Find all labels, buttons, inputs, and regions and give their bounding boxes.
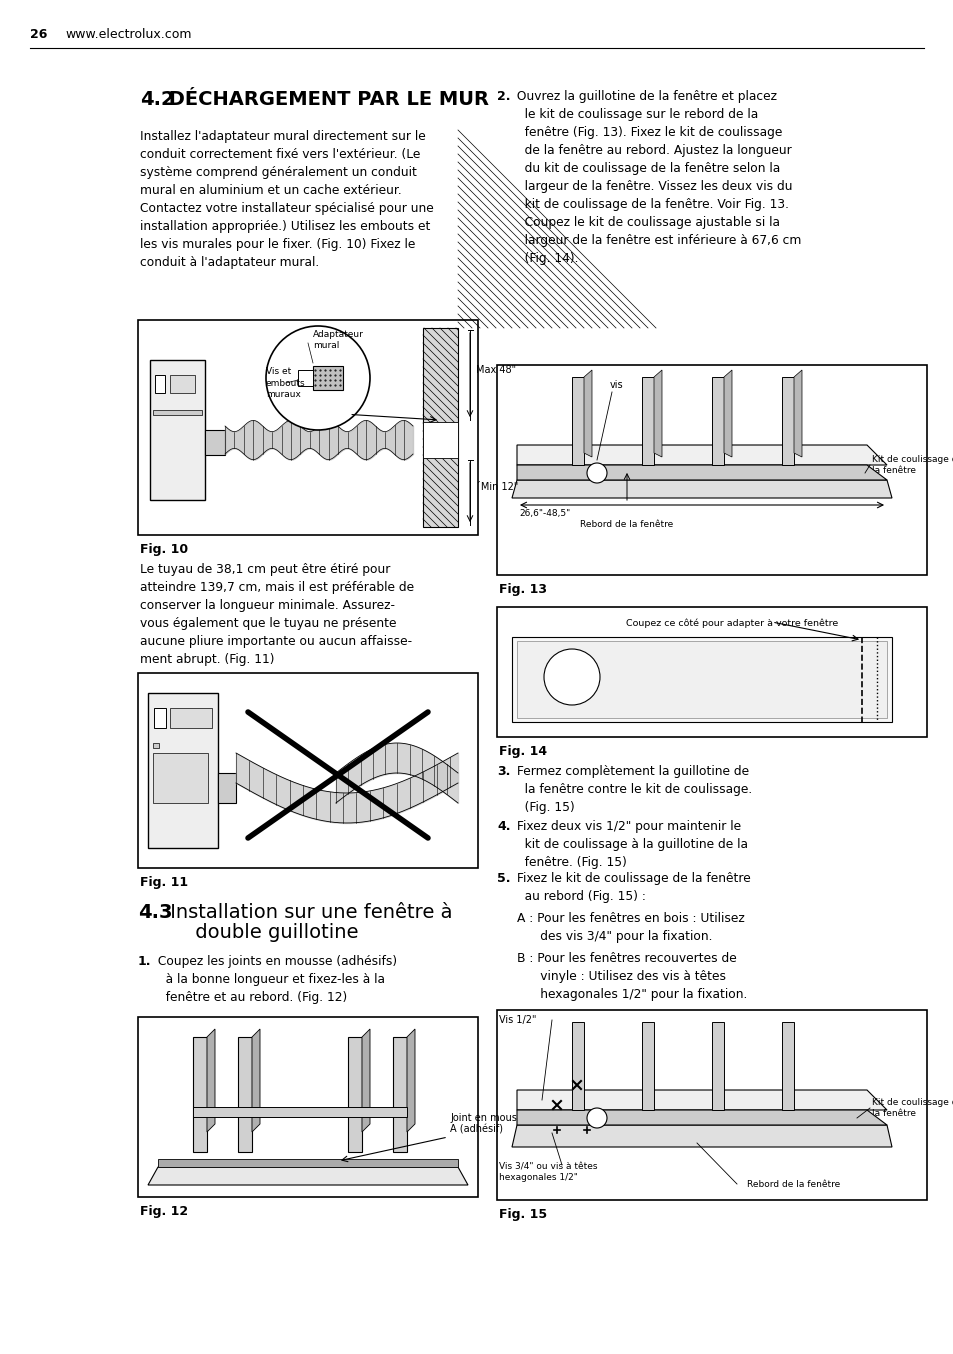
Text: Installez l'adaptateur mural directement sur le
conduit correctement fixé vers l: Installez l'adaptateur mural directement… bbox=[140, 130, 434, 269]
Polygon shape bbox=[158, 1159, 457, 1167]
Text: Coupez ce côté pour adapter à votre fenêtre: Coupez ce côté pour adapter à votre fenê… bbox=[625, 619, 838, 628]
Text: Fixez deux vis 1/2" pour maintenir le
   kit de coulissage à la guillotine de la: Fixez deux vis 1/2" pour maintenir le ki… bbox=[513, 821, 747, 869]
Text: www.electrolux.com: www.electrolux.com bbox=[65, 28, 192, 41]
Bar bbox=[152, 410, 202, 414]
Bar bbox=[497, 607, 926, 737]
Polygon shape bbox=[517, 1090, 886, 1110]
Bar bbox=[517, 640, 886, 718]
Text: 3.: 3. bbox=[497, 765, 510, 779]
Bar bbox=[313, 366, 343, 390]
Bar bbox=[154, 375, 165, 393]
Polygon shape bbox=[517, 464, 886, 481]
Text: ˊMin 12": ˊMin 12" bbox=[476, 482, 517, 493]
Text: Fig. 14: Fig. 14 bbox=[498, 745, 547, 758]
Text: Kit de coulissage de
la fenêtre: Kit de coulissage de la fenêtre bbox=[871, 455, 953, 475]
Bar bbox=[237, 1037, 252, 1152]
Bar bbox=[193, 1037, 207, 1152]
Polygon shape bbox=[793, 370, 801, 458]
Bar bbox=[170, 375, 194, 393]
Text: vis: vis bbox=[610, 380, 623, 390]
Bar bbox=[393, 1037, 407, 1152]
Text: 26,6"-48,5": 26,6"-48,5" bbox=[518, 509, 570, 519]
Bar bbox=[572, 376, 583, 464]
Text: 1.: 1. bbox=[138, 955, 152, 968]
Bar bbox=[497, 1010, 926, 1200]
Text: Fig. 11: Fig. 11 bbox=[140, 876, 188, 890]
Bar bbox=[138, 1017, 477, 1197]
Bar bbox=[422, 328, 457, 527]
Bar bbox=[422, 422, 457, 458]
Bar bbox=[170, 708, 212, 728]
Bar bbox=[138, 673, 477, 868]
Text: Le tuyau de 38,1 cm peut être étiré pour
atteindre 139,7 cm, mais il est préféra: Le tuyau de 38,1 cm peut être étiré pour… bbox=[140, 563, 414, 666]
Text: Joint en mousse
A (adhésif): Joint en mousse A (adhésif) bbox=[450, 1113, 527, 1135]
Text: A : Pour les fenêtres en bois : Utilisez
      des vis 3/4" pour la fixation.: A : Pour les fenêtres en bois : Utilisez… bbox=[517, 913, 744, 942]
Text: Rebord de la fenêtre: Rebord de la fenêtre bbox=[746, 1179, 840, 1189]
Bar bbox=[193, 1108, 407, 1117]
Circle shape bbox=[266, 326, 370, 431]
Bar bbox=[781, 376, 793, 464]
Bar bbox=[218, 773, 235, 803]
Text: Max 48": Max 48" bbox=[476, 366, 516, 375]
Text: Vis et
embouts
muraux: Vis et embouts muraux bbox=[266, 367, 305, 398]
Bar bbox=[152, 743, 159, 747]
Text: Ouvrez la guillotine de la fenêtre et placez
   le kit de coulissage sur le rebo: Ouvrez la guillotine de la fenêtre et pl… bbox=[513, 89, 801, 265]
Bar bbox=[150, 360, 205, 500]
Bar bbox=[512, 636, 891, 722]
Polygon shape bbox=[207, 1029, 214, 1132]
Bar bbox=[572, 1022, 583, 1110]
Polygon shape bbox=[252, 1029, 260, 1132]
Polygon shape bbox=[512, 1125, 891, 1147]
Text: Adaptateur
mural: Adaptateur mural bbox=[313, 330, 363, 351]
Polygon shape bbox=[512, 481, 891, 498]
Text: Fig. 10: Fig. 10 bbox=[140, 543, 188, 556]
Text: Fermez complètement la guillotine de
   la fenêtre contre le kit de coulissage.
: Fermez complètement la guillotine de la … bbox=[513, 765, 752, 814]
Text: 4.3: 4.3 bbox=[138, 903, 172, 922]
Bar bbox=[348, 1037, 361, 1152]
Circle shape bbox=[543, 649, 599, 705]
Bar bbox=[711, 376, 723, 464]
Text: Rebord de la fenêtre: Rebord de la fenêtre bbox=[579, 520, 673, 529]
Polygon shape bbox=[517, 445, 886, 464]
Bar bbox=[641, 1022, 654, 1110]
Bar bbox=[153, 708, 166, 728]
Bar bbox=[781, 1022, 793, 1110]
Text: double guillotine: double guillotine bbox=[164, 923, 358, 942]
Text: 4.2: 4.2 bbox=[140, 89, 174, 110]
Polygon shape bbox=[407, 1029, 415, 1132]
Bar bbox=[138, 320, 477, 535]
Text: Fig. 12: Fig. 12 bbox=[140, 1205, 188, 1219]
Polygon shape bbox=[361, 1029, 370, 1132]
Bar bbox=[711, 1022, 723, 1110]
Polygon shape bbox=[583, 370, 592, 458]
Text: Installation sur une fenêtre à: Installation sur une fenêtre à bbox=[164, 903, 452, 922]
Polygon shape bbox=[723, 370, 731, 458]
Bar bbox=[152, 753, 208, 803]
Text: 26: 26 bbox=[30, 28, 48, 41]
Text: Vis 3/4" ou vis à têtes
hexagonales 1/2": Vis 3/4" ou vis à têtes hexagonales 1/2" bbox=[498, 1162, 597, 1182]
Text: Coupez les joints en mousse (adhésifs)
   à la bonne longueur et fixez-les à la
: Coupez les joints en mousse (adhésifs) à… bbox=[153, 955, 396, 1005]
Text: Fig. 13: Fig. 13 bbox=[498, 584, 546, 596]
Polygon shape bbox=[148, 1167, 468, 1185]
Bar bbox=[148, 693, 218, 848]
Polygon shape bbox=[654, 370, 661, 458]
Polygon shape bbox=[517, 1110, 886, 1125]
Bar bbox=[297, 370, 313, 386]
Text: Fixez le kit de coulissage de la fenêtre
   au rebord (Fig. 15) :: Fixez le kit de coulissage de la fenêtre… bbox=[513, 872, 750, 903]
Text: Fig. 15: Fig. 15 bbox=[498, 1208, 547, 1221]
Bar bbox=[497, 366, 926, 575]
Text: B : Pour les fenêtres recouvertes de
      vinyle : Utilisez des vis à têtes
   : B : Pour les fenêtres recouvertes de vin… bbox=[517, 952, 746, 1001]
Bar bbox=[641, 376, 654, 464]
Circle shape bbox=[586, 463, 606, 483]
Text: Vis 1/2": Vis 1/2" bbox=[498, 1016, 536, 1025]
Circle shape bbox=[586, 1108, 606, 1128]
Bar bbox=[205, 431, 225, 455]
Text: Kit de coulissage de
la fenêtre: Kit de coulissage de la fenêtre bbox=[871, 1098, 953, 1118]
Text: 2.: 2. bbox=[497, 89, 510, 103]
Text: DÉCHARGEMENT PAR LE MUR: DÉCHARGEMENT PAR LE MUR bbox=[162, 89, 489, 110]
Text: 5.: 5. bbox=[497, 872, 510, 886]
Text: 4.: 4. bbox=[497, 821, 510, 833]
